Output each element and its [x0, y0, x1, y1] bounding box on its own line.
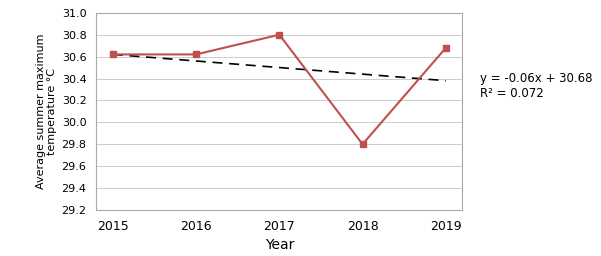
Text: y = -0.06x + 30.68
R² = 0.072: y = -0.06x + 30.68 R² = 0.072	[480, 72, 593, 100]
Y-axis label: Average summer maximum
temperature °C: Average summer maximum temperature °C	[35, 34, 57, 189]
X-axis label: Year: Year	[264, 238, 294, 252]
